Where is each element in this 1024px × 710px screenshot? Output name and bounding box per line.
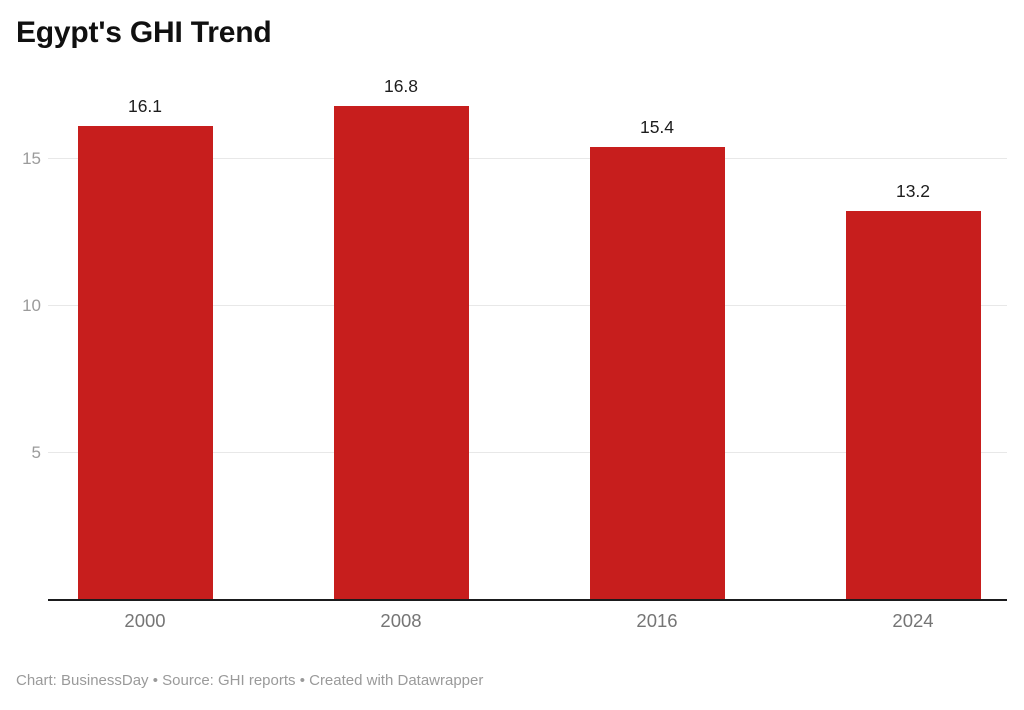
bar-2024 [845, 211, 981, 600]
chart-title: Egypt's GHI Trend [16, 16, 272, 49]
y-axis-tick-label-15: 15 [22, 148, 41, 168]
value-label-2024: 13.2 [895, 181, 931, 202]
y-axis-tick-label-10: 10 [22, 295, 41, 315]
y-axis-tick-label-5: 5 [31, 442, 41, 462]
x-axis-tick-label-2024: 2024 [892, 610, 934, 631]
chart-footer-attribution: Chart: BusinessDay • Source: GHI reports… [16, 672, 484, 689]
gridline-y-10 [48, 305, 1007, 307]
value-label-2016: 15.4 [639, 116, 675, 137]
x-axis-tick-label-2016: 2016 [636, 610, 678, 631]
value-label-2000: 16.1 [127, 96, 163, 117]
bar-2008 [333, 105, 469, 600]
bar-2016 [589, 146, 725, 600]
gridline-y-5 [48, 452, 1007, 454]
value-label-2008: 16.8 [383, 75, 419, 96]
x-axis-line [48, 599, 1007, 601]
x-axis-tick-label-2000: 2000 [124, 610, 166, 631]
x-axis-tick-label-2008: 2008 [380, 610, 422, 631]
gridline-y-15 [48, 158, 1007, 159]
bar-2000 [77, 126, 213, 600]
